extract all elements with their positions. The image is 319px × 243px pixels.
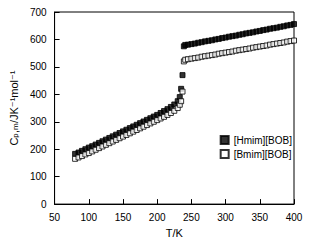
svg-text:250: 250	[183, 212, 200, 223]
svg-text:T/K: T/K	[166, 227, 184, 239]
svg-text:400: 400	[30, 89, 47, 100]
svg-text:Cₚ,ₘ/JK⁻¹mol⁻¹: Cₚ,ₘ/JK⁻¹mol⁻¹	[8, 70, 20, 145]
svg-text:200: 200	[30, 144, 47, 155]
svg-text:[Bmim][BOB]: [Bmim][BOB]	[234, 149, 292, 160]
svg-text:700: 700	[30, 7, 47, 18]
svg-text:600: 600	[30, 34, 47, 45]
svg-text:500: 500	[30, 61, 47, 72]
svg-text:200: 200	[149, 212, 166, 223]
svg-text:300: 300	[217, 212, 234, 223]
svg-text:100: 100	[80, 212, 97, 223]
svg-text:50: 50	[49, 212, 61, 223]
svg-text:400: 400	[286, 212, 303, 223]
svg-text:300: 300	[30, 116, 47, 127]
svg-text:100: 100	[30, 171, 47, 182]
svg-text:[Hmim][BOB]: [Hmim][BOB]	[234, 135, 293, 146]
svg-text:0: 0	[41, 199, 47, 210]
svg-text:150: 150	[115, 212, 132, 223]
svg-text:350: 350	[251, 212, 268, 223]
